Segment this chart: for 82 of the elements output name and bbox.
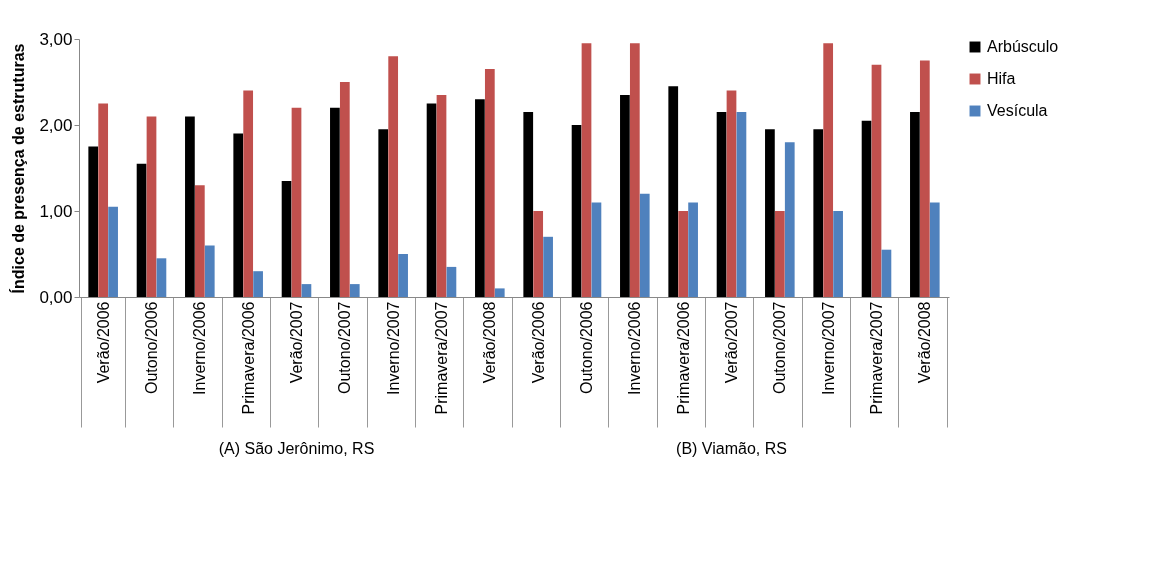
x-tick-label: Primavera/2007 <box>433 301 450 415</box>
bar <box>388 56 399 297</box>
bar <box>533 211 544 297</box>
bar <box>204 245 215 297</box>
legend-label: Vesícula <box>987 102 1048 119</box>
bar <box>823 43 834 297</box>
y-tick-label: 2,00 <box>39 115 73 135</box>
bar <box>156 258 167 297</box>
bar <box>813 129 824 297</box>
bar <box>629 43 640 297</box>
bar <box>571 125 582 297</box>
bar <box>98 103 109 297</box>
y-tick-label: 1,00 <box>39 201 73 221</box>
bar <box>378 129 389 297</box>
bar <box>243 90 254 297</box>
bar <box>291 107 302 297</box>
bar <box>668 86 679 297</box>
x-tick-label: Primavera/2007 <box>868 301 885 415</box>
bar <box>726 90 737 297</box>
bar <box>475 99 485 297</box>
y-tick-label: 3,00 <box>39 29 73 49</box>
text: (B) Viamão, RS <box>676 440 787 457</box>
bar <box>253 271 263 297</box>
bar <box>446 266 457 297</box>
bar <box>484 69 495 297</box>
bar <box>688 202 698 297</box>
bar <box>523 112 534 297</box>
x-tick-label: Outono/2006 <box>143 301 160 395</box>
x-tick-label: Verão/2006 <box>529 301 547 384</box>
bar <box>765 129 775 297</box>
x-tick-label: Verão/2007 <box>288 301 305 384</box>
bar <box>871 64 882 297</box>
bar <box>301 284 312 297</box>
bar <box>861 120 872 297</box>
bar <box>620 94 630 297</box>
x-tick-label: Verão/2006 <box>94 301 112 384</box>
bar <box>185 116 195 297</box>
legend-label: Arbúsculo <box>987 38 1059 55</box>
bar <box>784 142 795 297</box>
bar <box>426 103 437 297</box>
bar <box>136 163 147 297</box>
text: (A) São Jerônimo, RS <box>218 440 375 457</box>
x-tick-label: Outono/2007 <box>336 301 354 395</box>
bar <box>929 202 940 297</box>
bar <box>543 236 553 297</box>
x-tick-label: Verão/2007 <box>723 301 740 384</box>
bar <box>774 211 785 297</box>
x-tick-label: Inverno/2006 <box>191 301 209 395</box>
x-tick-label: Outono/2006 <box>578 301 595 395</box>
x-tick-label: Inverno/2006 <box>626 301 644 395</box>
x-tick-label: Primavera/2006 <box>674 301 692 415</box>
bar <box>581 43 592 297</box>
x-tick-label: Outono/2007 <box>771 301 789 395</box>
bar <box>736 112 747 297</box>
bar <box>881 249 892 297</box>
bar <box>678 211 689 297</box>
bar <box>339 82 350 297</box>
bar <box>194 185 205 297</box>
bar <box>398 254 408 297</box>
bar <box>330 107 340 297</box>
bar <box>108 206 118 297</box>
bar <box>833 211 843 297</box>
bar <box>494 288 505 297</box>
bar <box>88 146 99 297</box>
bar <box>146 116 157 297</box>
bar <box>349 284 360 297</box>
x-tick-label: Inverno/2007 <box>384 301 402 395</box>
bar <box>910 112 920 297</box>
bar <box>436 94 447 297</box>
bar <box>591 202 602 297</box>
bar <box>919 60 930 297</box>
bar <box>639 193 650 297</box>
x-tick-label: Primavera/2006 <box>239 301 257 415</box>
bar <box>233 133 244 297</box>
bar <box>716 112 727 297</box>
legend-label: Hifa <box>987 70 1016 87</box>
y-axis-title: Índice de presença de estruturas <box>9 43 28 294</box>
y-tick-label: 0,00 <box>39 287 73 307</box>
x-tick-label: Inverno/2007 <box>819 301 837 395</box>
x-tick-label: Verão/2008 <box>916 301 934 384</box>
bar <box>281 180 292 297</box>
x-tick-label: Verão/2008 <box>481 301 499 384</box>
